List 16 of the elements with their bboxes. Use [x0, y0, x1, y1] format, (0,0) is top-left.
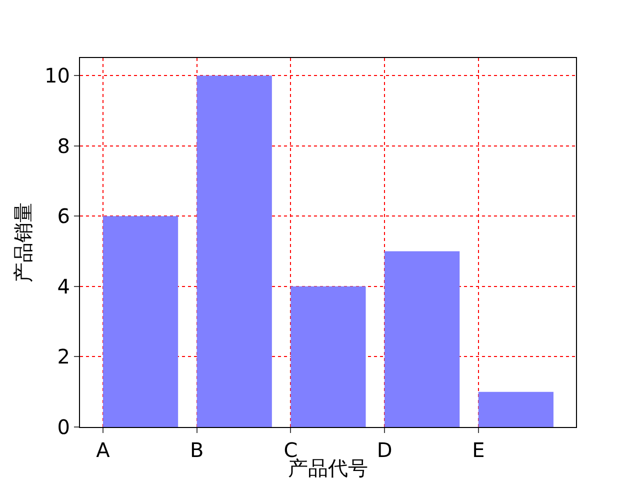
y-tick-label: 2	[57, 344, 70, 369]
y-tick-label: 6	[57, 204, 70, 228]
x-tick-label: A	[96, 438, 110, 462]
y-tick-label: 8	[57, 134, 70, 158]
y-tick-label: 10	[44, 64, 70, 88]
x-tick-label: D	[376, 438, 392, 462]
bar	[196, 76, 272, 427]
x-tick-label: B	[190, 438, 204, 462]
bar	[102, 216, 178, 427]
x-tick-label: E	[472, 438, 485, 462]
bar	[478, 392, 554, 427]
y-axis-title: 产品销量	[11, 202, 35, 282]
y-tick-label: 0	[57, 415, 70, 439]
bar	[384, 251, 460, 427]
bar	[290, 286, 366, 427]
y-tick-label: 4	[57, 274, 70, 298]
